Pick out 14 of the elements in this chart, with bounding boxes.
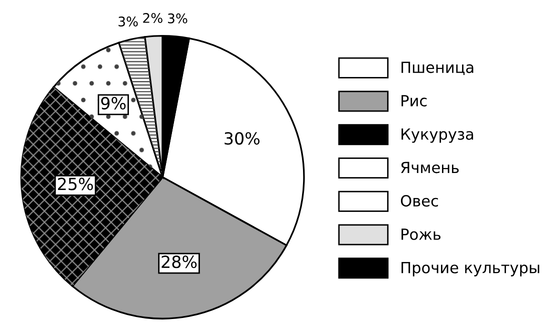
data-label: 3% [168, 13, 188, 24]
legend-label: Рис [402, 95, 427, 106]
data-label: 30% [224, 132, 260, 145]
legend-label: Рожь [402, 228, 440, 240]
legend-label: Пшеница [402, 62, 474, 75]
legend-label: Ячмень [401, 162, 459, 174]
data-label: 2% [143, 12, 162, 23]
legend-label: Кукуруза [402, 128, 474, 143]
legend-label: Прочие культуры [402, 262, 540, 276]
data-label: 25% [58, 178, 93, 190]
data-label: 28% [162, 256, 197, 268]
data-label: 9% [101, 96, 126, 110]
data-label: 3% [118, 16, 138, 26]
legend-label: Овес [400, 195, 438, 207]
